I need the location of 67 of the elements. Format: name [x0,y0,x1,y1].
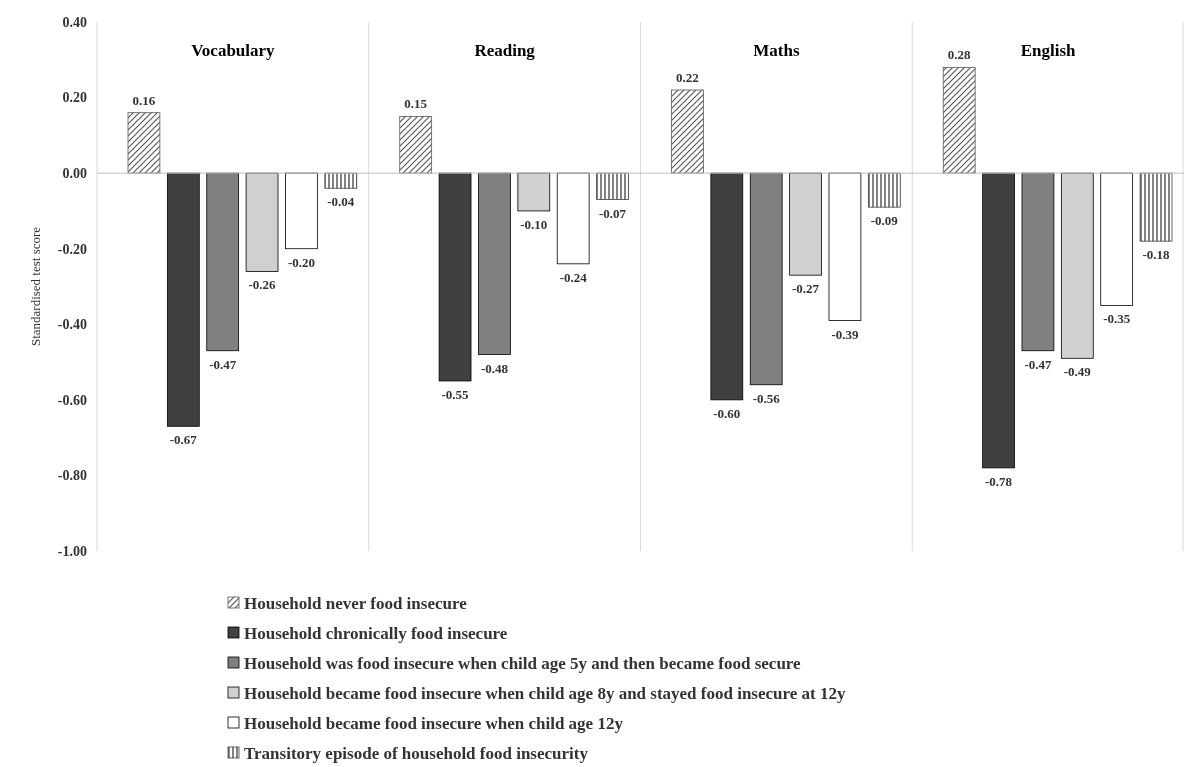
data-label: -0.67 [169,432,198,448]
legend-label: Household became food insecure when child age 12y [244,713,624,733]
bar [166,172,200,427]
x-tick-label: Reading [474,41,536,60]
bar [556,172,590,265]
bar [1060,172,1094,359]
data-label: -0.35 [1103,311,1131,327]
data-label: -0.47 [209,356,237,372]
bar [245,172,279,272]
data-label: 0.15 [404,96,428,112]
bar [1100,172,1134,306]
data-label: -0.26 [248,277,277,293]
data-label: 0.28 [947,47,972,63]
data-label: -0.20 [287,254,315,270]
legend-label: Household chronically food insecure [244,623,508,643]
legend-label: Transitory episode of household food insecurity [244,743,589,763]
data-label: -0.60 [713,405,741,421]
legend-label: Household was food insecure when child age 5y and then became food secure [244,653,802,673]
data-label: -0.56 [752,390,781,406]
bar [324,172,358,189]
bar [596,172,629,200]
x-tick-label: English [1020,41,1077,60]
x-tick-label: Maths [753,41,800,60]
y-tick-label: -0.20 [57,241,87,257]
bar [1139,172,1173,242]
bar [517,172,551,212]
y-tick-label: 0.00 [62,166,87,182]
bar [1021,172,1055,352]
data-label: -0.47 [1024,356,1052,372]
y-axis-title: Standardised test score [28,226,43,347]
y-tick-label: -0.80 [57,468,87,484]
bar [982,172,1015,469]
bar [127,112,161,174]
y-tick-label: 0.20 [62,90,87,106]
bar [710,172,744,401]
data-label: -0.49 [1063,364,1092,380]
bar [867,172,901,208]
data-label: -0.10 [520,216,548,232]
data-label: -0.48 [480,360,509,376]
data-label: 0.22 [676,70,699,86]
data-label: -0.04 [327,194,355,210]
bar [789,172,822,276]
data-label: -0.18 [1142,247,1171,263]
bar [478,172,511,355]
bar [828,172,862,321]
data-label: -0.27 [792,281,820,297]
y-tick-label: -0.60 [57,392,87,408]
bar [942,66,976,174]
y-tick-label: -1.00 [57,543,87,559]
data-label: -0.07 [599,205,627,221]
bar [206,172,240,352]
y-tick-label: -0.40 [57,317,87,333]
legend-label: Household never food insecure [244,593,468,613]
data-label: -0.24 [559,269,588,285]
bar [285,172,318,250]
bar [399,116,433,174]
x-tick-label: Vocabulary [191,41,276,60]
data-label: -0.09 [870,213,899,229]
data-label: -0.39 [831,326,859,342]
legend-label: Household became food insecure when child age 8y and stayed food insecure at 12y [244,683,846,703]
data-label: 0.16 [132,92,156,108]
data-label: -0.78 [985,473,1013,489]
y-tick-label: 0.40 [62,14,87,30]
data-label: -0.55 [441,386,470,402]
bar [671,89,704,174]
bar [438,172,472,382]
bar [749,172,783,386]
